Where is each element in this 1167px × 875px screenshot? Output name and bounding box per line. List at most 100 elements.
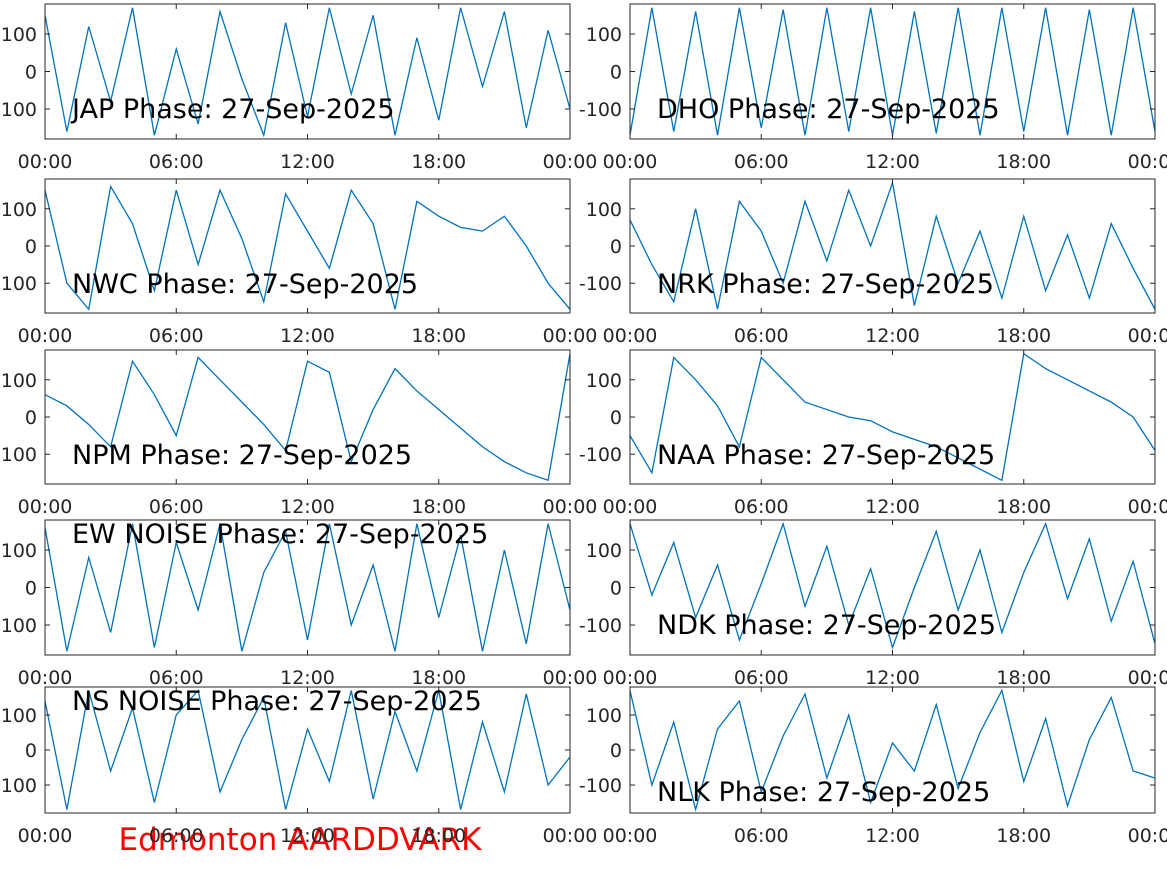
x-tick-label: 18:00 [411,825,466,847]
x-tick-label: 12:00 [865,825,920,847]
x-tick-label: 06:00 [734,325,789,347]
panel: -100 0 100 00:00 06:00 12:00 18:00 00:00 NWC Pha… [0,178,598,347]
x-tick-label: 00:00 [18,325,73,347]
phase-line [630,688,1155,813]
axes-box [44,349,571,485]
y-tick-label: 0 [25,578,37,600]
y-tick-label: 100 [586,370,622,392]
y-tick-label: 100 [1,370,37,392]
plot-area [45,184,570,311]
plot-area [45,7,570,138]
x-tick-label: 12:00 [865,151,920,173]
plot-area [45,523,570,652]
phase-line [630,521,1155,650]
x-tick-label: 00:00 [603,667,658,689]
x-tick-label: 12:00 [280,151,335,173]
x-tick-label: 12:00 [280,325,335,347]
panel: -100 0 100 00:00 06:00 12:00 18:00 00:00 JAP Pha… [0,3,598,173]
y-tick-label: -100 [579,444,622,466]
y-tick-label: 100 [1,540,37,562]
x-tick-label: 06:00 [149,496,204,518]
y-tick-label: 0 [610,236,622,258]
plot-area [45,353,570,482]
phase-line [45,184,570,311]
panel-title: NDK Phase: 27-Sep-2025 [657,610,996,641]
x-tick-label: 00:00 [543,151,598,173]
y-tick-label: 100 [586,705,622,727]
y-tick-label: 0 [25,236,37,258]
x-tick-label: 00:00 [603,325,658,347]
plot-area [45,689,570,810]
x-tick-label: 00:00 [18,151,73,173]
panel: -100 0 100 00:00 06:00 12:00 18:00 00:00 NRK Pha… [579,178,1167,347]
y-tick-label: -100 [579,99,622,121]
axes-box [629,519,1156,656]
x-tick-label: 06:00 [149,825,204,847]
x-tick-label: 00:00 [543,496,598,518]
panel-title: NAA Phase: 27-Sep-2025 [657,440,995,471]
axes-box [629,3,1156,140]
x-tick-label: 00:00 [603,825,658,847]
x-tick-label: 00:00 [1128,151,1167,173]
plot-area [630,688,1155,813]
y-tick-label: 100 [1,705,37,727]
x-tick-label: 06:00 [149,667,204,689]
x-tick-label: 00:00 [18,496,73,518]
x-tick-label: 00:00 [603,151,658,173]
panel: -100 0 100 00:00 06:00 12:00 18:00 00:00 NDK Pha… [579,519,1167,689]
x-tick-label: 06:00 [734,496,789,518]
x-tick-label: 00:00 [1128,825,1167,847]
x-tick-label: 00:00 [18,667,73,689]
axes-box [629,349,1156,485]
x-tick-label: 06:00 [734,667,789,689]
y-tick-label: -100 [0,615,37,637]
x-tick-label: 18:00 [996,151,1051,173]
x-tick-label: 00:00 [1128,667,1167,689]
panel-title: DHO Phase: 27-Sep-2025 [657,94,1000,125]
x-tick-label: 00:00 [18,825,73,847]
plot-area [630,352,1155,482]
x-tick-label: 12:00 [280,667,335,689]
y-tick-label: -100 [0,273,37,295]
y-tick-label: 100 [1,199,37,221]
panel-title: NRK Phase: 27-Sep-2025 [657,269,994,300]
x-tick-label: 18:00 [996,825,1051,847]
x-tick-label: 18:00 [411,151,466,173]
panel: -100 0 100 00:00 06:00 12:00 18:00 00:00 NAA Pha… [579,349,1167,518]
x-tick-label: 18:00 [411,667,466,689]
y-tick-label: -100 [579,615,622,637]
x-tick-label: 12:00 [280,825,335,847]
y-tick-label: -100 [579,273,622,295]
y-tick-label: -100 [579,775,622,797]
x-tick-label: 00:00 [543,825,598,847]
x-tick-label: 00:00 [543,667,598,689]
axes-box [44,519,571,656]
x-tick-label: 06:00 [734,825,789,847]
y-tick-label: 100 [586,199,622,221]
y-tick-label: -100 [0,775,37,797]
x-tick-label: 00:00 [1128,325,1167,347]
phase-line [45,689,570,810]
panel: -100 0 100 00:00 06:00 12:00 18:00 00:00 NLK Pha… [579,686,1167,847]
axes-box [44,178,571,314]
x-tick-label: 00:00 [1128,496,1167,518]
y-tick-label: 0 [25,62,37,84]
axes-box [629,686,1156,814]
panel: -100 0 100 00:00 06:00 12:00 18:00 00:00 EW NOIS… [0,519,597,689]
phase-line [45,523,570,652]
y-tick-label: 100 [1,24,37,46]
y-tick-label: 0 [610,62,622,84]
panel-title: NLK Phase: 27-Sep-2025 [657,777,990,808]
x-tick-label: 00:00 [543,325,598,347]
x-tick-label: 06:00 [149,151,204,173]
panel-title: JAP Phase: 27-Sep-2025 [70,94,395,125]
x-tick-label: 12:00 [865,667,920,689]
y-tick-label: 0 [610,407,622,429]
x-tick-label: 18:00 [996,667,1051,689]
x-tick-label: 06:00 [734,151,789,173]
x-tick-label: 18:00 [411,325,466,347]
y-tick-label: 100 [586,540,622,562]
y-tick-label: -100 [0,444,37,466]
panel: -100 0 100 00:00 06:00 12:00 18:00 00:00 NPM Pha… [0,349,598,518]
